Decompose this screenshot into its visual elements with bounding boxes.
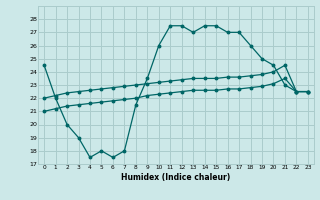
X-axis label: Humidex (Indice chaleur): Humidex (Indice chaleur) xyxy=(121,173,231,182)
